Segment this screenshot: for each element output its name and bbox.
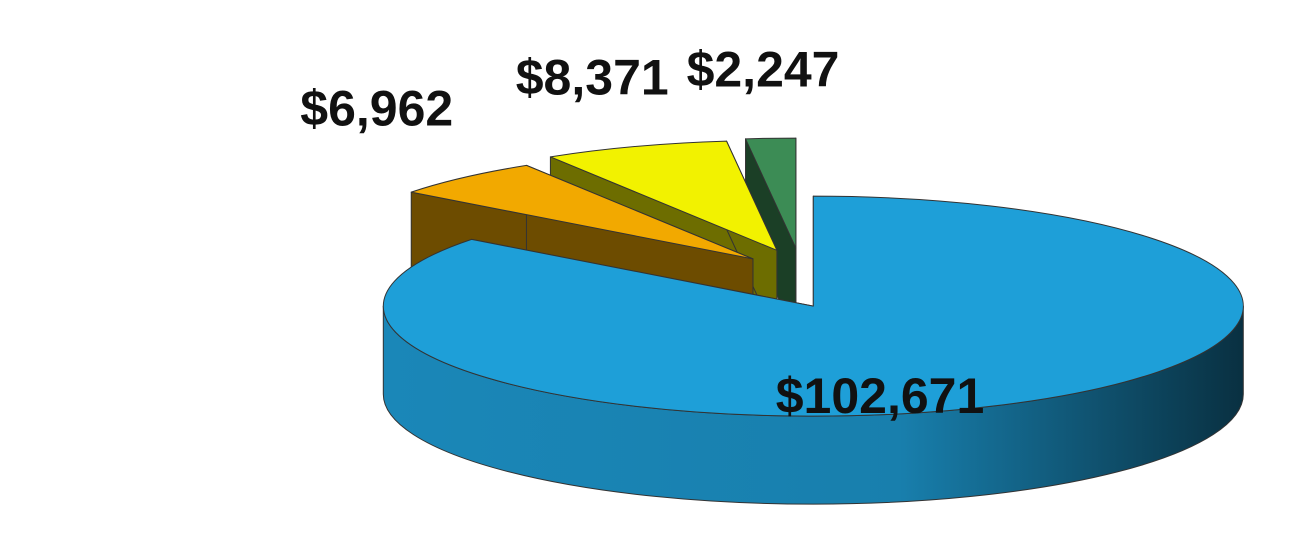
data-label: $8,371 [516,50,669,106]
pie [382,137,1244,505]
data-label: $2,247 [687,41,840,97]
slice-top [410,164,754,260]
slice-top [549,140,778,251]
data-label: $102,671 [776,368,985,424]
pie-slice [382,195,1244,505]
labels: $102,671 $6,962 $8,371 $2,247 [300,41,984,424]
slice-top [382,195,1244,417]
data-label: $6,962 [300,81,453,137]
slice-top [745,137,797,249]
